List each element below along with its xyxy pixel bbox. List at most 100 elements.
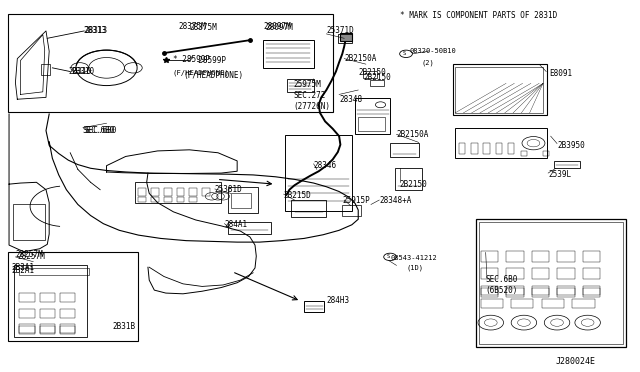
Bar bbox=[572, 299, 595, 308]
Bar bbox=[582, 251, 600, 262]
Text: 28097M: 28097M bbox=[266, 23, 294, 32]
Text: 28097M: 28097M bbox=[264, 22, 292, 31]
Bar bbox=[60, 324, 76, 333]
Bar bbox=[532, 288, 549, 295]
Text: * 28599P: * 28599P bbox=[189, 56, 227, 65]
Bar bbox=[19, 326, 35, 334]
Text: SEC.6B0: SEC.6B0 bbox=[83, 126, 115, 135]
Bar bbox=[370, 80, 384, 86]
Bar bbox=[479, 222, 623, 344]
Text: SEC.6B0: SEC.6B0 bbox=[84, 126, 116, 135]
Bar bbox=[340, 33, 352, 41]
Text: 2539L: 2539L bbox=[548, 170, 572, 179]
Bar bbox=[19, 268, 90, 275]
Bar bbox=[532, 286, 549, 297]
Text: 2B2150: 2B2150 bbox=[364, 73, 391, 81]
Text: 284H3: 284H3 bbox=[326, 296, 349, 305]
Bar bbox=[508, 143, 515, 154]
Bar bbox=[40, 293, 55, 302]
Bar bbox=[41, 64, 51, 75]
Bar bbox=[342, 205, 362, 216]
Text: 28257M: 28257M bbox=[17, 251, 45, 261]
Bar bbox=[13, 205, 45, 240]
Text: (F/HEADPHONE): (F/HEADPHONE) bbox=[172, 69, 229, 76]
Bar bbox=[511, 299, 534, 308]
Text: 28257M: 28257M bbox=[15, 250, 43, 259]
Bar bbox=[8, 253, 138, 341]
Bar bbox=[40, 326, 55, 334]
Bar bbox=[40, 324, 55, 333]
Text: 284A1: 284A1 bbox=[225, 220, 248, 229]
Bar bbox=[471, 143, 477, 154]
Bar bbox=[557, 268, 575, 279]
Text: 28313: 28313 bbox=[83, 26, 106, 35]
Bar bbox=[304, 301, 324, 311]
Bar bbox=[557, 251, 575, 262]
Text: 08543-41212: 08543-41212 bbox=[390, 255, 437, 261]
Text: 2B310: 2B310 bbox=[69, 67, 92, 76]
Text: (6B520): (6B520) bbox=[486, 286, 518, 295]
Text: * 28599P: * 28599P bbox=[173, 55, 211, 64]
Bar bbox=[40, 309, 55, 318]
Bar bbox=[164, 198, 172, 202]
Text: 28375M: 28375M bbox=[179, 22, 206, 31]
Text: SEC.272: SEC.272 bbox=[293, 91, 326, 100]
Text: (27726N): (27726N) bbox=[293, 102, 330, 111]
Bar bbox=[481, 288, 499, 295]
Bar bbox=[338, 33, 352, 43]
Bar bbox=[506, 268, 524, 279]
Bar bbox=[455, 128, 547, 158]
Text: 25975M: 25975M bbox=[293, 80, 321, 89]
Bar bbox=[355, 98, 390, 134]
Bar bbox=[506, 288, 524, 295]
Text: (2): (2) bbox=[422, 59, 435, 65]
Bar bbox=[557, 288, 575, 295]
Text: 28348+A: 28348+A bbox=[380, 196, 412, 205]
Bar bbox=[60, 309, 76, 318]
Text: 28375M: 28375M bbox=[189, 23, 217, 32]
Bar bbox=[543, 151, 549, 156]
Text: 2B2150: 2B2150 bbox=[399, 180, 428, 189]
Text: 28313: 28313 bbox=[84, 26, 108, 35]
Text: 2B2A1: 2B2A1 bbox=[11, 266, 34, 275]
Bar bbox=[532, 268, 549, 279]
Bar bbox=[481, 286, 499, 297]
Text: 2B31B: 2B31B bbox=[113, 322, 136, 331]
Bar bbox=[481, 268, 499, 279]
Bar bbox=[177, 188, 184, 196]
Bar bbox=[483, 143, 490, 154]
Text: 28348: 28348 bbox=[339, 95, 362, 104]
Text: 2B215D: 2B215D bbox=[284, 191, 312, 200]
Bar bbox=[521, 151, 527, 156]
Bar bbox=[138, 188, 146, 196]
Bar bbox=[285, 135, 352, 211]
Bar bbox=[19, 293, 35, 302]
Bar bbox=[541, 299, 564, 308]
Text: 28346: 28346 bbox=[314, 161, 337, 170]
Text: 2B310: 2B310 bbox=[72, 67, 95, 76]
Bar bbox=[287, 79, 314, 92]
Text: 25371D: 25371D bbox=[326, 26, 354, 35]
Bar bbox=[554, 161, 580, 168]
Bar bbox=[60, 326, 76, 334]
Text: 2B2150: 2B2150 bbox=[358, 68, 386, 77]
Bar bbox=[358, 116, 385, 131]
Text: J280024E: J280024E bbox=[556, 357, 596, 366]
Bar bbox=[262, 40, 314, 68]
Bar bbox=[582, 286, 600, 297]
Bar bbox=[19, 309, 35, 318]
Text: 2B2A1: 2B2A1 bbox=[11, 263, 34, 272]
Text: 2B2150A: 2B2150A bbox=[396, 130, 429, 139]
Bar bbox=[189, 198, 197, 202]
Text: SEC.6B0: SEC.6B0 bbox=[486, 275, 518, 283]
Bar bbox=[135, 182, 221, 203]
Bar bbox=[476, 219, 626, 347]
Text: 08320-50B10: 08320-50B10 bbox=[409, 48, 456, 54]
Bar bbox=[459, 143, 465, 154]
Bar bbox=[151, 188, 159, 196]
Bar bbox=[481, 251, 499, 262]
Bar bbox=[19, 324, 35, 333]
Bar bbox=[291, 200, 326, 217]
Text: * MARK IS COMPONENT PARTS OF 2831D: * MARK IS COMPONENT PARTS OF 2831D bbox=[399, 10, 557, 20]
Bar bbox=[506, 251, 524, 262]
